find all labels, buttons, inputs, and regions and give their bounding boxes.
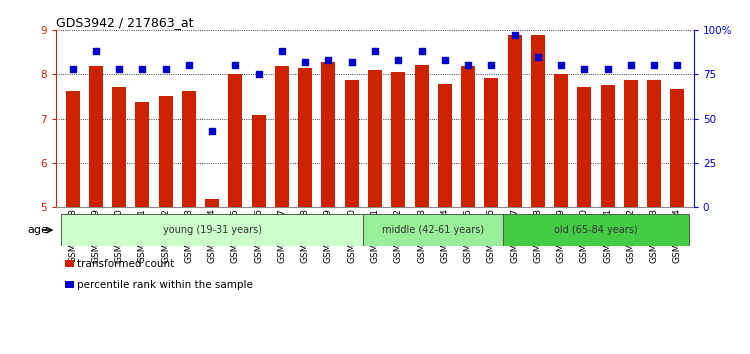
Point (276, 48, 288, 54)
Bar (531, 35, 544, 207)
Bar (368, 70, 382, 207)
Point (67, 66, 79, 72)
Text: middle (42-61 years): middle (42-61 years) (382, 225, 484, 235)
Point (416, 48, 428, 54)
Bar (670, 88, 685, 207)
Bar (298, 68, 312, 207)
Bar (345, 80, 358, 207)
Point (160, 66, 172, 72)
Bar (554, 74, 568, 207)
Text: age: age (28, 225, 49, 235)
Bar (61, 214, 363, 246)
Point (648, 63, 660, 68)
Point (439, 57, 451, 63)
Text: transformed count: transformed count (77, 259, 175, 269)
Point (113, 66, 125, 72)
Point (346, 59, 358, 65)
Bar (65, 91, 80, 207)
Point (136, 66, 148, 72)
Point (578, 66, 590, 72)
Point (253, 72, 265, 77)
Bar (578, 87, 592, 207)
Bar (508, 35, 521, 207)
Bar (601, 85, 615, 207)
Point (462, 63, 474, 68)
Bar (158, 96, 172, 207)
Bar (363, 214, 503, 246)
Bar (647, 80, 662, 207)
Text: young (19-31 years): young (19-31 years) (163, 225, 262, 235)
Point (532, 54, 544, 59)
Bar (503, 214, 689, 246)
Bar (252, 115, 266, 207)
Point (392, 57, 404, 63)
Bar (88, 67, 103, 207)
Point (602, 66, 613, 72)
Bar (135, 102, 149, 207)
Point (671, 63, 683, 68)
Bar (438, 84, 452, 207)
Point (322, 57, 334, 63)
Point (509, 33, 520, 38)
Point (230, 63, 242, 68)
Bar (484, 78, 498, 207)
Bar (415, 64, 428, 207)
Bar (182, 91, 196, 207)
Text: GDS3942 / 217863_at: GDS3942 / 217863_at (56, 16, 194, 29)
Bar (206, 199, 219, 207)
Point (299, 59, 311, 65)
Text: percentile rank within the sample: percentile rank within the sample (77, 280, 253, 290)
Bar (461, 67, 475, 207)
Point (555, 63, 567, 68)
Point (369, 48, 381, 54)
Text: old (65-84 years): old (65-84 years) (554, 225, 638, 235)
Point (485, 63, 497, 68)
Point (206, 128, 218, 134)
Point (625, 63, 637, 68)
Bar (112, 87, 126, 207)
Point (90, 48, 102, 54)
Point (183, 63, 195, 68)
Bar (624, 80, 638, 207)
Bar (275, 67, 289, 207)
Bar (392, 72, 405, 207)
Bar (322, 62, 335, 207)
Bar (229, 74, 242, 207)
